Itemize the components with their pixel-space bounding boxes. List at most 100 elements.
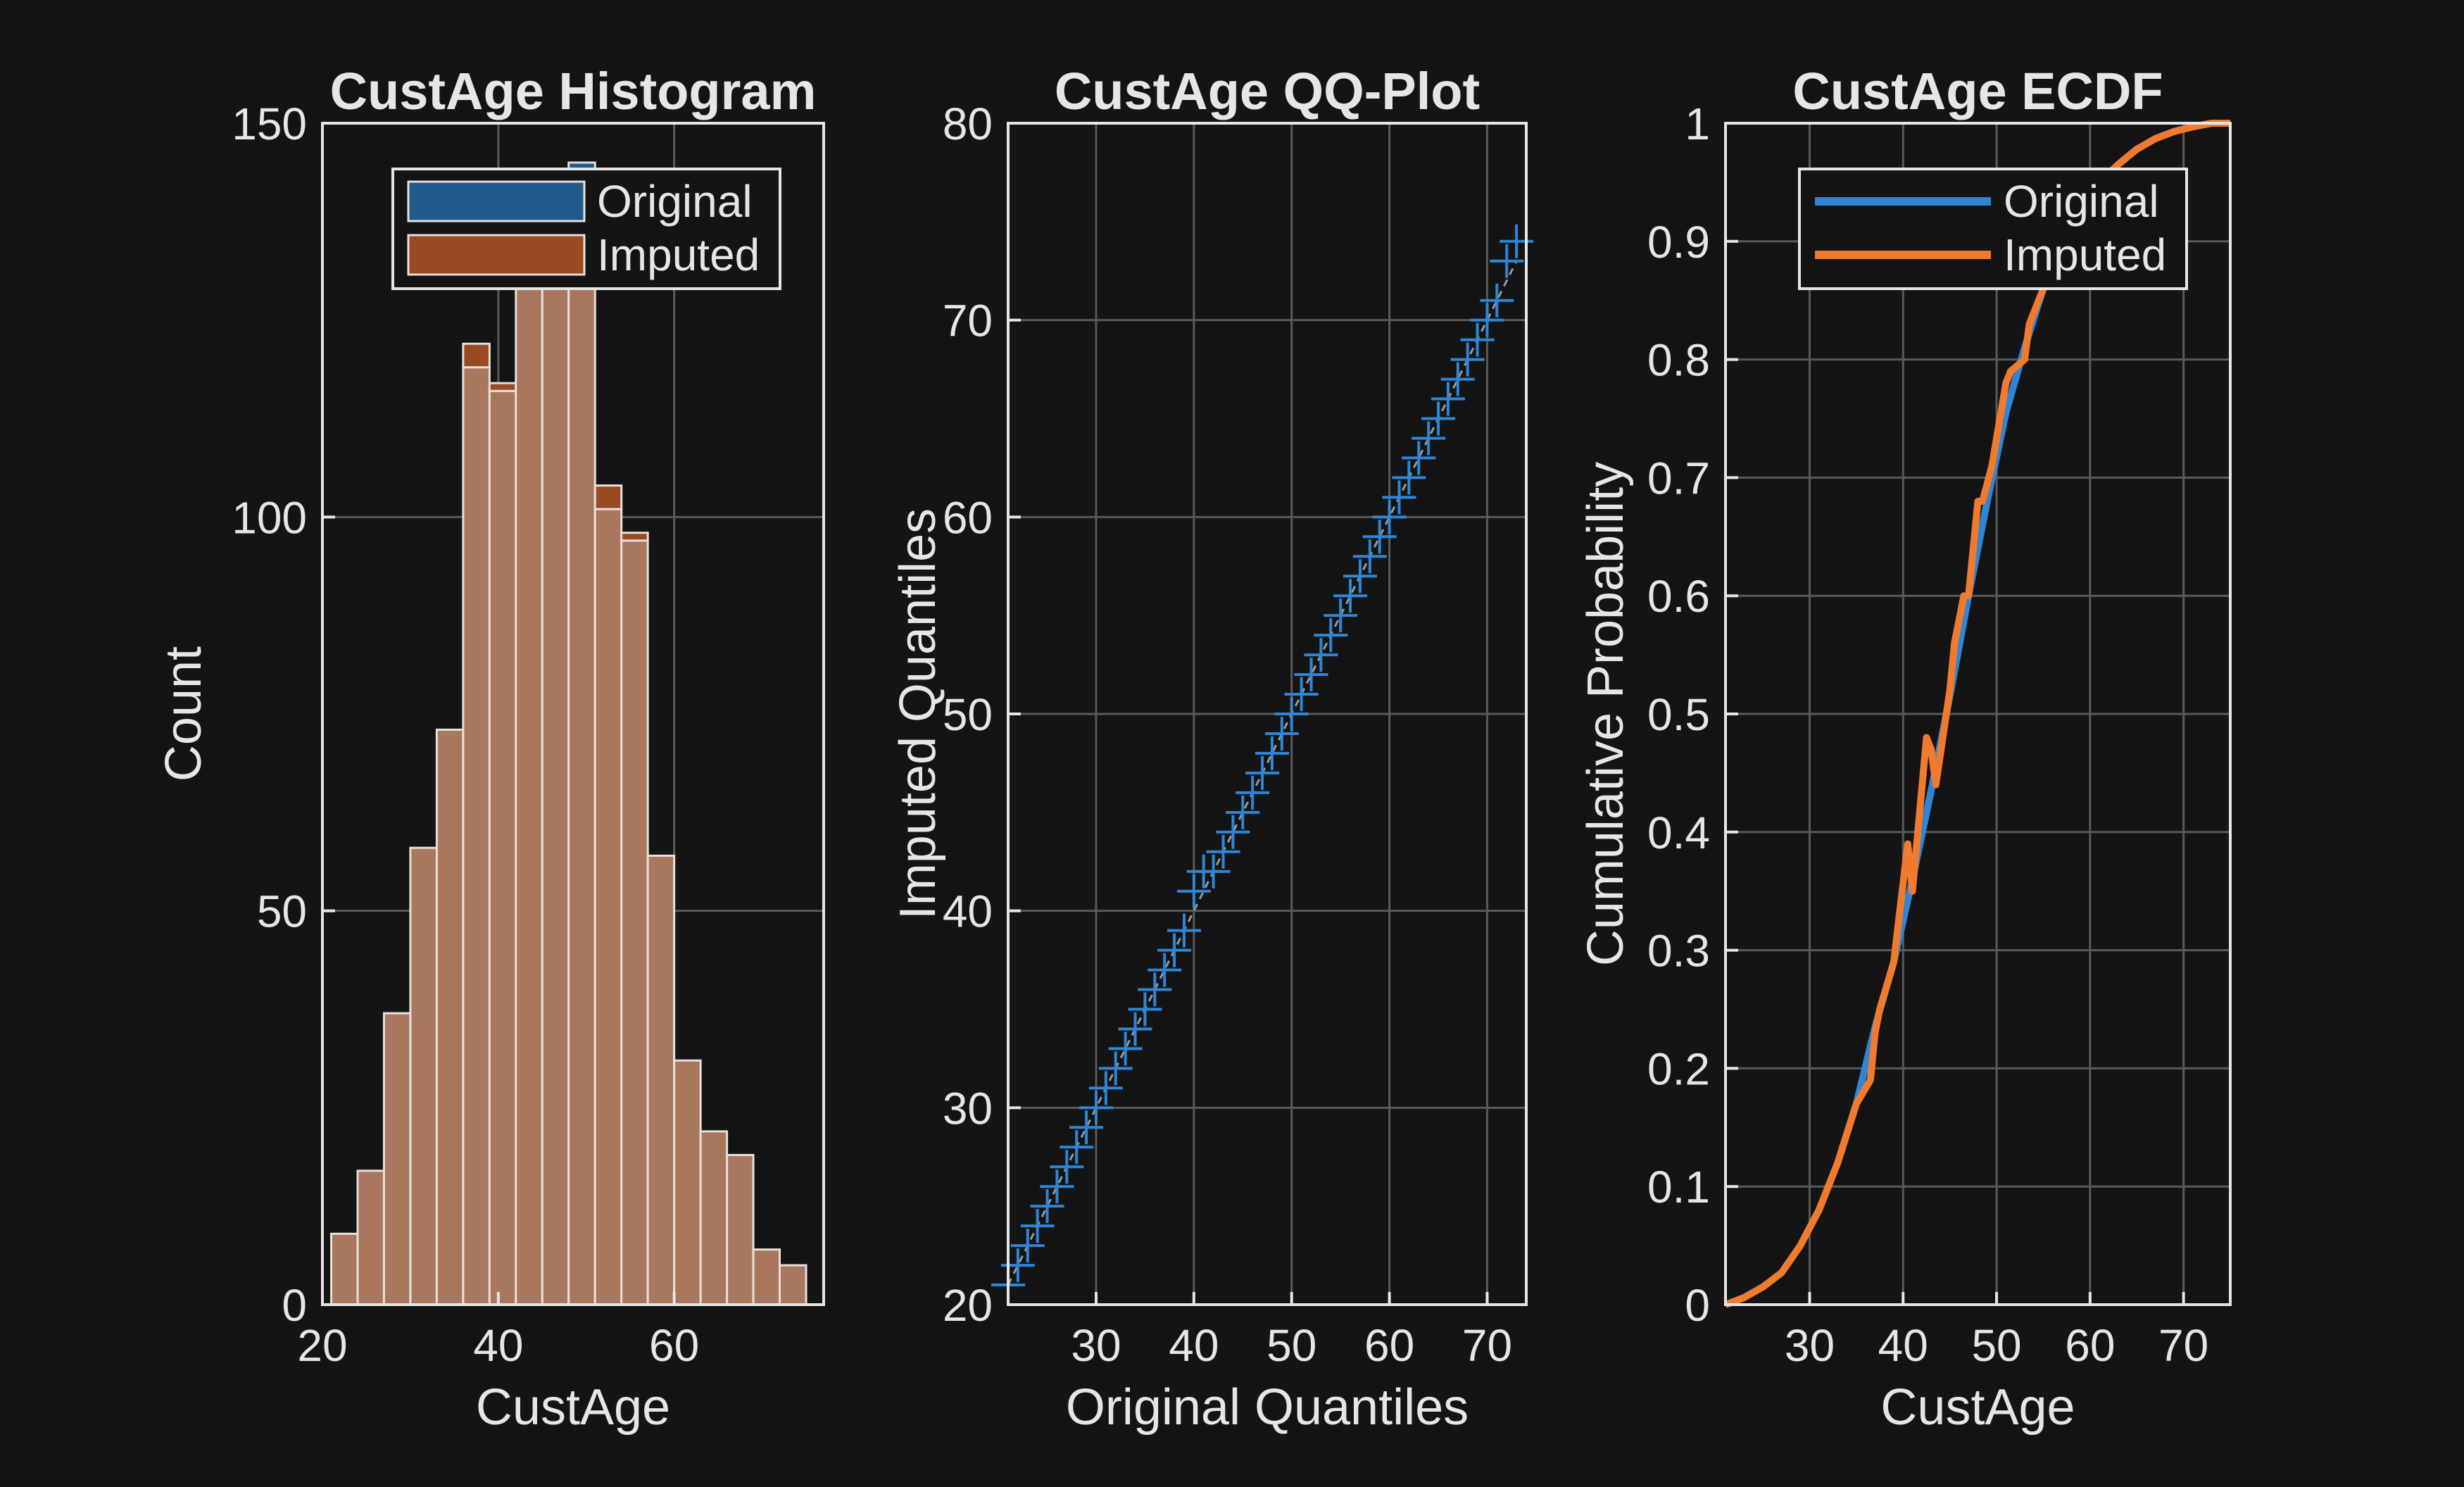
qq-point [1421, 401, 1456, 436]
qq-point [1284, 677, 1319, 712]
legend-label-imputed: Imputed [597, 230, 760, 280]
histogram-bar [620, 539, 649, 1306]
qq-point [1294, 658, 1328, 692]
qq-point [1069, 1110, 1104, 1145]
legend-swatch-original [407, 180, 586, 222]
y-tick-label: 0.5 [1647, 689, 1710, 740]
qq-point [1402, 441, 1436, 475]
histogram-bar [567, 177, 596, 1306]
qq-point [1264, 716, 1299, 751]
y-tick-label: 150 [232, 99, 307, 149]
y-tick-label: 50 [257, 886, 307, 937]
qq-point [1490, 244, 1524, 278]
x-tick-label: 40 [473, 1320, 523, 1371]
y-tick-label: 50 [943, 689, 993, 740]
chart-title: CustAge Histogram [330, 62, 817, 120]
qq-point [1030, 1189, 1064, 1224]
qq-point [1128, 992, 1162, 1027]
histogram-bar [752, 1248, 781, 1306]
y-tick-label: 0.7 [1647, 453, 1710, 503]
legend-label-imputed: Imputed [2004, 230, 2166, 280]
y-tick-label: 1 [1685, 99, 1710, 149]
y-tick-label: 0.4 [1647, 808, 1710, 858]
qq-point [1226, 795, 1260, 829]
subplot-3: 30 40 50 60 70 0 0.1 0.2 0.3 0.4 0.5 0.6 0.7 0.8 0.9 1 C… [1578, 62, 2232, 1436]
qq-point [1304, 638, 1338, 672]
x-tick-label: 50 [1971, 1320, 2021, 1371]
histogram-bar [356, 1169, 385, 1306]
y-axis-label: Count [156, 646, 212, 782]
qq-point [1392, 460, 1426, 495]
qq-point [1314, 618, 1348, 653]
legend-label-original: Original [597, 176, 753, 227]
y-tick-label: 0.6 [1647, 571, 1710, 622]
qq-point [1412, 421, 1446, 456]
qq-point [1470, 303, 1504, 337]
legend-box [1798, 168, 2188, 290]
qq-point [1108, 1031, 1143, 1066]
histogram-bar [646, 854, 676, 1306]
qq-point [1148, 953, 1182, 987]
qq-point [1236, 775, 1270, 810]
y-tick-label: 70 [943, 296, 993, 346]
chart-title: CustAge ECDF [1792, 62, 2163, 120]
qq-point [1118, 1012, 1152, 1046]
histogram-bar-excess [488, 382, 517, 392]
legend-label-original: Original [2004, 176, 2159, 227]
qq-point [1352, 539, 1387, 574]
histogram-bar [382, 1012, 412, 1306]
qq-point [1020, 1209, 1055, 1243]
histogram-bar-excess [620, 532, 649, 542]
qq-point [1079, 1091, 1113, 1125]
qq-point [1196, 854, 1231, 889]
histogram-bar [541, 224, 570, 1306]
x-tick-label: 30 [1071, 1320, 1121, 1371]
histogram-bar [779, 1264, 807, 1306]
qq-point [1157, 933, 1192, 967]
qq-points [991, 224, 1534, 1303]
qq-point [1040, 1169, 1074, 1204]
y-tick-label: 0.3 [1647, 926, 1710, 977]
x-tick-label: 70 [2158, 1320, 2208, 1371]
subplot-1: 20 40 60 0 50 100 150 CustAge Histogram CustAge C… [156, 62, 825, 1436]
y-tick-label: 30 [943, 1083, 993, 1134]
qq-point [1060, 1130, 1094, 1165]
qq-point [1274, 697, 1309, 731]
qq-point [1245, 755, 1280, 790]
qq-point [1460, 322, 1495, 357]
qq-point [1098, 1051, 1133, 1086]
histogram-bar-excess [462, 342, 491, 369]
qq-point [1255, 736, 1289, 770]
qq-point [1500, 224, 1534, 258]
qq-point [1010, 1229, 1045, 1263]
x-tick-label: 60 [649, 1320, 699, 1371]
qq-point [1372, 500, 1407, 534]
x-axis-label: CustAge [476, 1379, 670, 1436]
histogram-bar [673, 1059, 702, 1306]
y-tick-label: 60 [943, 492, 993, 543]
y-tick-label: 40 [943, 886, 993, 937]
x-tick-label: 30 [1785, 1320, 1835, 1371]
histogram-bar [593, 508, 623, 1306]
histogram-bar [726, 1153, 755, 1306]
qq-point [1440, 362, 1475, 396]
y-tick-label: 0 [282, 1280, 307, 1331]
qq-point [1480, 283, 1514, 318]
x-tick-label: 50 [1266, 1320, 1316, 1371]
histogram-bar [699, 1130, 729, 1306]
histogram-bar [462, 366, 491, 1306]
x-axis-label: Original Quantiles [1066, 1379, 1469, 1436]
y-tick-label: 80 [943, 99, 993, 149]
qq-point [1382, 480, 1416, 515]
qq-point [1450, 342, 1485, 377]
y-tick-label: 0 [1685, 1280, 1710, 1331]
histogram-bar [329, 1232, 359, 1306]
tick-labels: 30 40 50 60 70 20 30 40 50 60 70 80 [943, 99, 1512, 1371]
y-axis-label: Imputed Quantiles [890, 508, 946, 920]
chart-title: CustAge QQ-Plot [1055, 62, 1480, 120]
qq-point [1431, 382, 1465, 416]
y-tick-label: 20 [943, 1280, 993, 1331]
